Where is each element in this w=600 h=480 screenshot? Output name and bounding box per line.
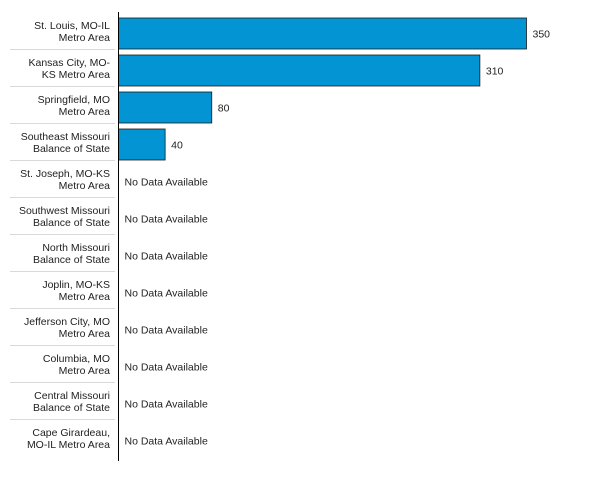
category-label-line: Balance of State bbox=[33, 402, 110, 414]
value-label: 40 bbox=[171, 140, 183, 152]
category-label-line: Metro Area bbox=[59, 365, 111, 377]
no-data-label: No Data Available bbox=[125, 177, 208, 189]
category-label: Jefferson City, MO Metro Area bbox=[24, 316, 110, 340]
no-data-label: No Data Available bbox=[125, 251, 208, 263]
category-label: St. Joseph, MO-KS Metro Area bbox=[20, 168, 110, 192]
category-label: Kansas City, MO-KS Metro Area bbox=[29, 57, 111, 81]
category-label: Springfield, MO Metro Area bbox=[38, 94, 111, 118]
category-label-line: Central Missouri bbox=[34, 390, 110, 402]
no-data-label: No Data Available bbox=[125, 436, 208, 448]
category-label: Joplin, MO-KS Metro Area bbox=[42, 279, 110, 303]
bar bbox=[118, 17, 527, 50]
value-label: 80 bbox=[218, 103, 230, 115]
bar bbox=[118, 91, 213, 124]
bar bbox=[118, 54, 481, 87]
category-label-line: Jefferson City, MO bbox=[24, 316, 110, 328]
category-label-line: Springfield, MO bbox=[38, 94, 110, 106]
bar bbox=[118, 128, 166, 161]
category-label-line: Metro Area bbox=[59, 291, 111, 303]
category-label-line: Southeast Missouri bbox=[21, 131, 110, 143]
category-label-line: Balance of State bbox=[33, 143, 110, 155]
category-label-line: Columbia, MO bbox=[43, 353, 110, 365]
no-data-label: No Data Available bbox=[125, 214, 208, 226]
category-label: St. Louis, MO-IL Metro Area bbox=[34, 20, 110, 44]
no-data-label: No Data Available bbox=[125, 325, 208, 337]
category-label: Southeast Missouri Balance of State bbox=[21, 131, 110, 155]
category-label-line: St. Louis, MO-IL bbox=[34, 20, 110, 32]
category-label-line: Cape Girardeau, bbox=[32, 427, 110, 439]
category-label-line: Metro Area bbox=[59, 328, 111, 340]
category-label: Cape Girardeau, MO-IL Metro Area bbox=[27, 427, 110, 451]
category-label: North Missouri Balance of State bbox=[33, 242, 110, 266]
no-data-label: No Data Available bbox=[125, 288, 208, 300]
value-label: 310 bbox=[486, 66, 504, 78]
category-label-line: St. Joseph, MO-KS bbox=[20, 168, 110, 180]
no-data-label: No Data Available bbox=[125, 362, 208, 374]
category-label-line: KS Metro Area bbox=[42, 69, 110, 81]
category-label-line: Southwest Missouri bbox=[19, 205, 110, 217]
category-label-line: Metro Area bbox=[59, 32, 111, 44]
category-label-line: Balance of State bbox=[33, 217, 110, 229]
category-label-line: Kansas City, MO- bbox=[29, 57, 111, 69]
category-label-line: Balance of State bbox=[33, 254, 110, 266]
category-label-line: Metro Area bbox=[59, 106, 111, 118]
category-label-line: MO-IL Metro Area bbox=[27, 439, 110, 451]
category-label: Southwest Missouri Balance of State bbox=[19, 205, 110, 229]
value-label: 350 bbox=[533, 29, 551, 41]
no-data-label: No Data Available bbox=[125, 399, 208, 411]
category-label-line: Joplin, MO-KS bbox=[42, 279, 110, 291]
category-label: Columbia, MO Metro Area bbox=[43, 353, 110, 377]
category-label: Central Missouri Balance of State bbox=[33, 390, 110, 414]
category-label-line: Metro Area bbox=[59, 180, 111, 192]
category-label-line: North Missouri bbox=[42, 242, 110, 254]
